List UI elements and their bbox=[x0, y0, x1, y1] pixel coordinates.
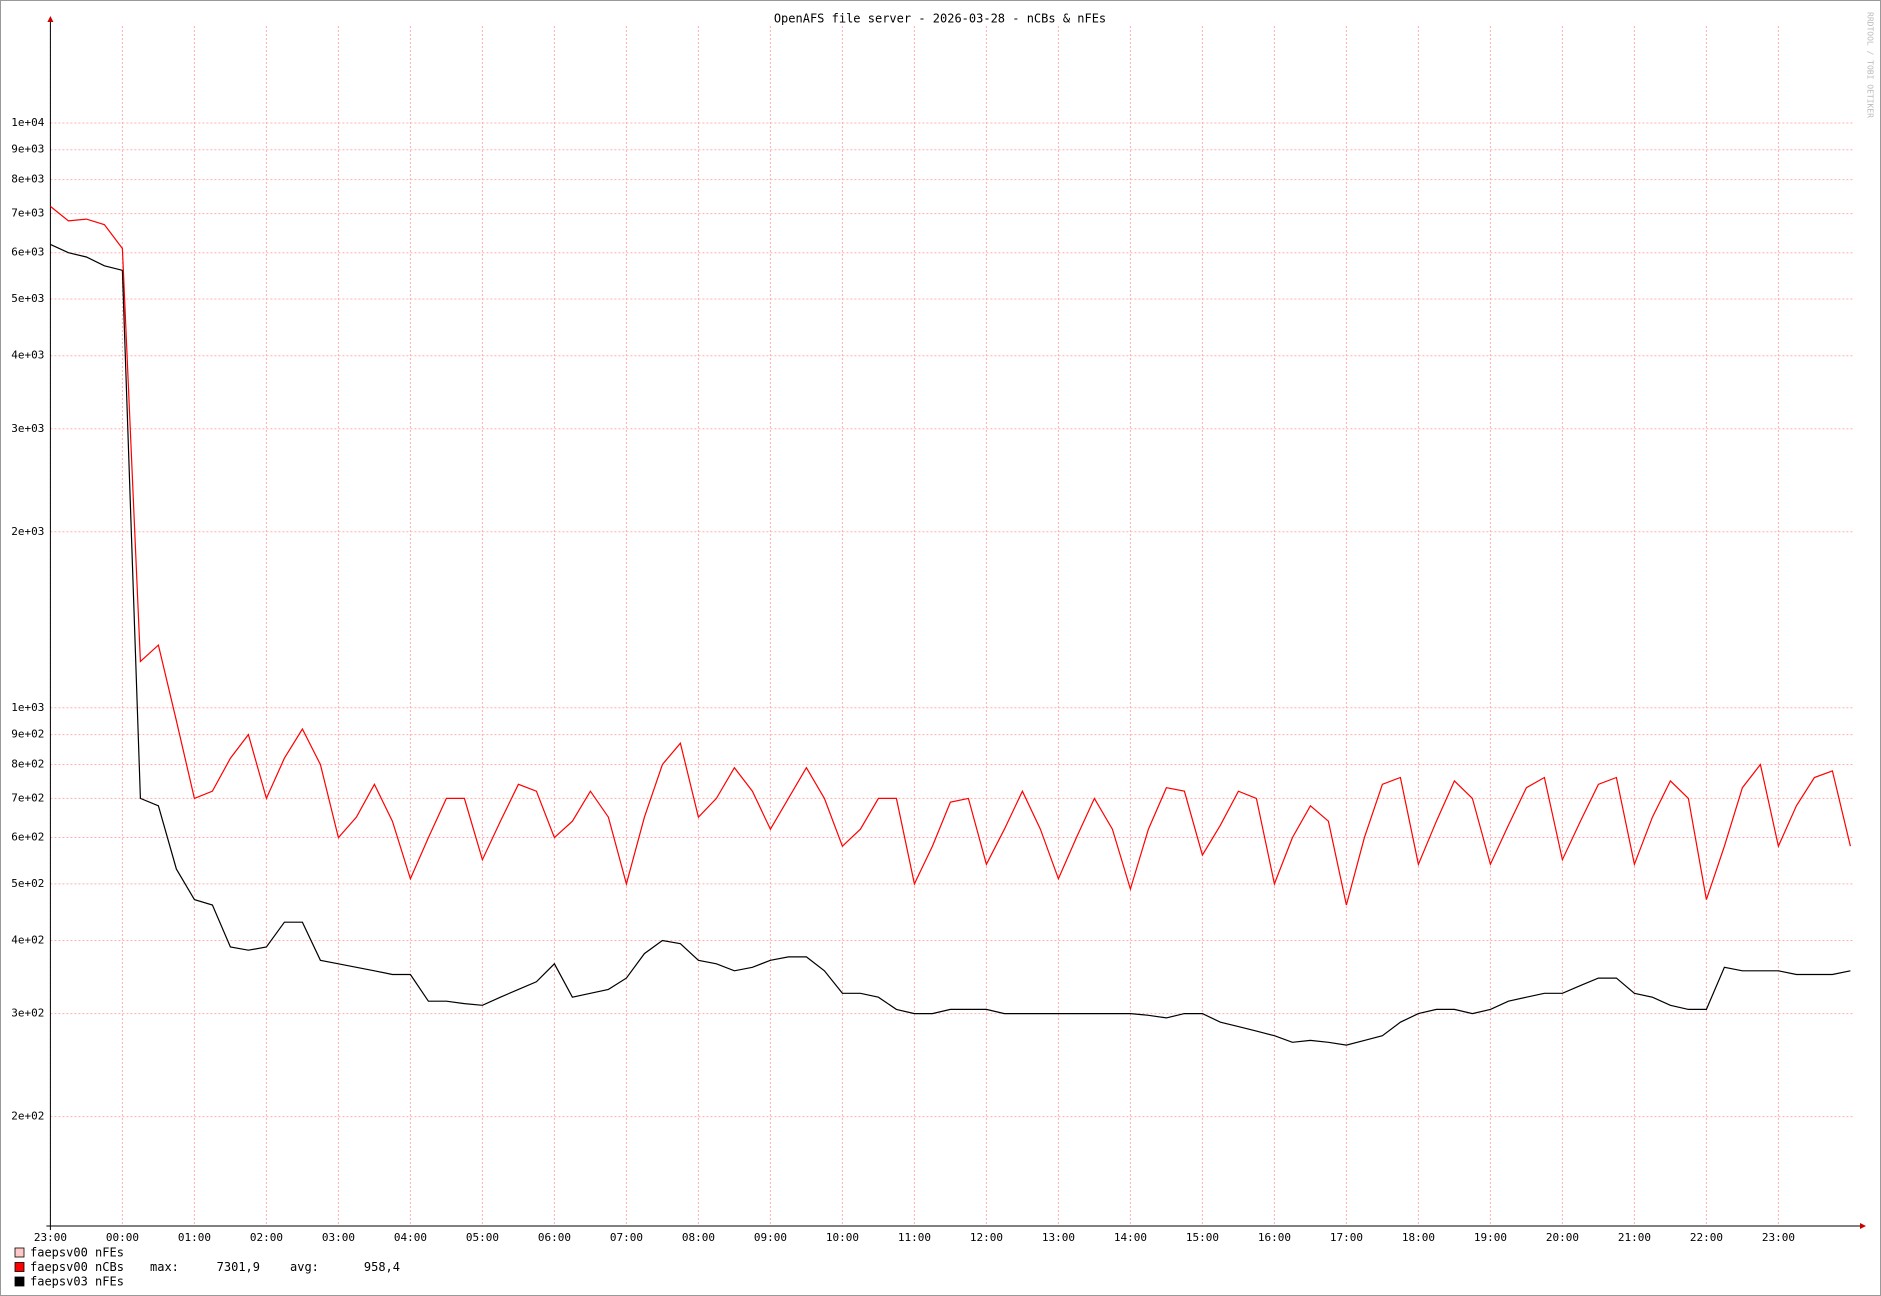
y-tick-label: 9e+03 bbox=[11, 143, 44, 156]
x-tick-label: 15:00 bbox=[1186, 1231, 1219, 1244]
y-tick-label: 3e+02 bbox=[11, 1007, 44, 1020]
axis-arrow bbox=[47, 16, 54, 22]
x-tick-label: 12:00 bbox=[970, 1231, 1003, 1244]
x-tick-label: 13:00 bbox=[1042, 1231, 1075, 1244]
legend-stat-label: max: bbox=[150, 1260, 179, 1274]
y-tick-label: 8e+03 bbox=[11, 173, 44, 186]
legend-swatch bbox=[14, 1247, 25, 1258]
x-tick-label: 18:00 bbox=[1402, 1231, 1435, 1244]
legend-swatch bbox=[14, 1276, 25, 1287]
y-tick-label: 3e+03 bbox=[11, 422, 44, 435]
y-tick-label: 8e+02 bbox=[11, 757, 44, 770]
x-tick-label: 17:00 bbox=[1330, 1231, 1363, 1244]
legend-label: faepsv00 nFEs bbox=[30, 1246, 124, 1260]
x-tick-label: 20:00 bbox=[1546, 1231, 1579, 1244]
x-tick-label: 01:00 bbox=[178, 1231, 211, 1244]
legend-label: faepsv00 nCBs bbox=[30, 1260, 124, 1274]
x-tick-label: 22:00 bbox=[1690, 1231, 1723, 1244]
x-tick-label: 03:00 bbox=[322, 1231, 355, 1244]
axis-arrow bbox=[1860, 1223, 1866, 1229]
y-tick-label: 5e+03 bbox=[11, 292, 44, 305]
y-tick-label: 7e+03 bbox=[11, 207, 44, 220]
series-line bbox=[50, 205, 1851, 906]
y-tick-label: 4e+03 bbox=[11, 349, 44, 362]
x-tick-label: 19:00 bbox=[1474, 1231, 1507, 1244]
y-tick-label: 1e+03 bbox=[11, 701, 44, 714]
x-tick-label: 00:00 bbox=[106, 1231, 139, 1244]
x-tick-label: 23:00 bbox=[1762, 1231, 1795, 1244]
x-tick-label: 11:00 bbox=[898, 1231, 931, 1244]
x-tick-label: 23:00 bbox=[34, 1231, 67, 1244]
x-tick-label: 09:00 bbox=[754, 1231, 787, 1244]
y-tick-label: 6e+02 bbox=[11, 831, 44, 844]
x-tick-label: 06:00 bbox=[538, 1231, 571, 1244]
x-tick-label: 04:00 bbox=[394, 1231, 427, 1244]
x-tick-label: 05:00 bbox=[466, 1231, 499, 1244]
legend-stat-label: avg: bbox=[290, 1260, 319, 1274]
y-tick-label: 9e+02 bbox=[11, 728, 44, 741]
legend-stat-value: 958,4 bbox=[364, 1260, 400, 1274]
y-tick-label: 4e+02 bbox=[11, 934, 44, 947]
legend-swatch bbox=[14, 1262, 25, 1272]
chart-title: OpenAFS file server - 2026-03-28 - nCBs … bbox=[774, 12, 1106, 26]
x-tick-label: 07:00 bbox=[610, 1231, 643, 1244]
x-tick-label: 16:00 bbox=[1258, 1231, 1291, 1244]
x-tick-label: 14:00 bbox=[1114, 1231, 1147, 1244]
y-tick-label: 2e+03 bbox=[11, 525, 44, 538]
y-tick-label: 1e+04 bbox=[11, 116, 44, 129]
x-tick-label: 21:00 bbox=[1618, 1231, 1651, 1244]
y-tick-label: 7e+02 bbox=[11, 791, 44, 804]
legend-stat-value: 7301,9 bbox=[217, 1260, 260, 1274]
legend-label: faepsv03 nFEs bbox=[30, 1275, 124, 1289]
y-tick-label: 6e+03 bbox=[11, 246, 44, 259]
series-line bbox=[50, 243, 1851, 1046]
x-tick-label: 02:00 bbox=[250, 1231, 283, 1244]
x-tick-label: 10:00 bbox=[826, 1231, 859, 1244]
y-tick-label: 5e+02 bbox=[11, 877, 44, 890]
y-tick-label: 2e+02 bbox=[11, 1110, 44, 1123]
watermark: RRDTOOL / TOBI OETIKER bbox=[1866, 12, 1875, 118]
x-tick-label: 08:00 bbox=[682, 1231, 715, 1244]
